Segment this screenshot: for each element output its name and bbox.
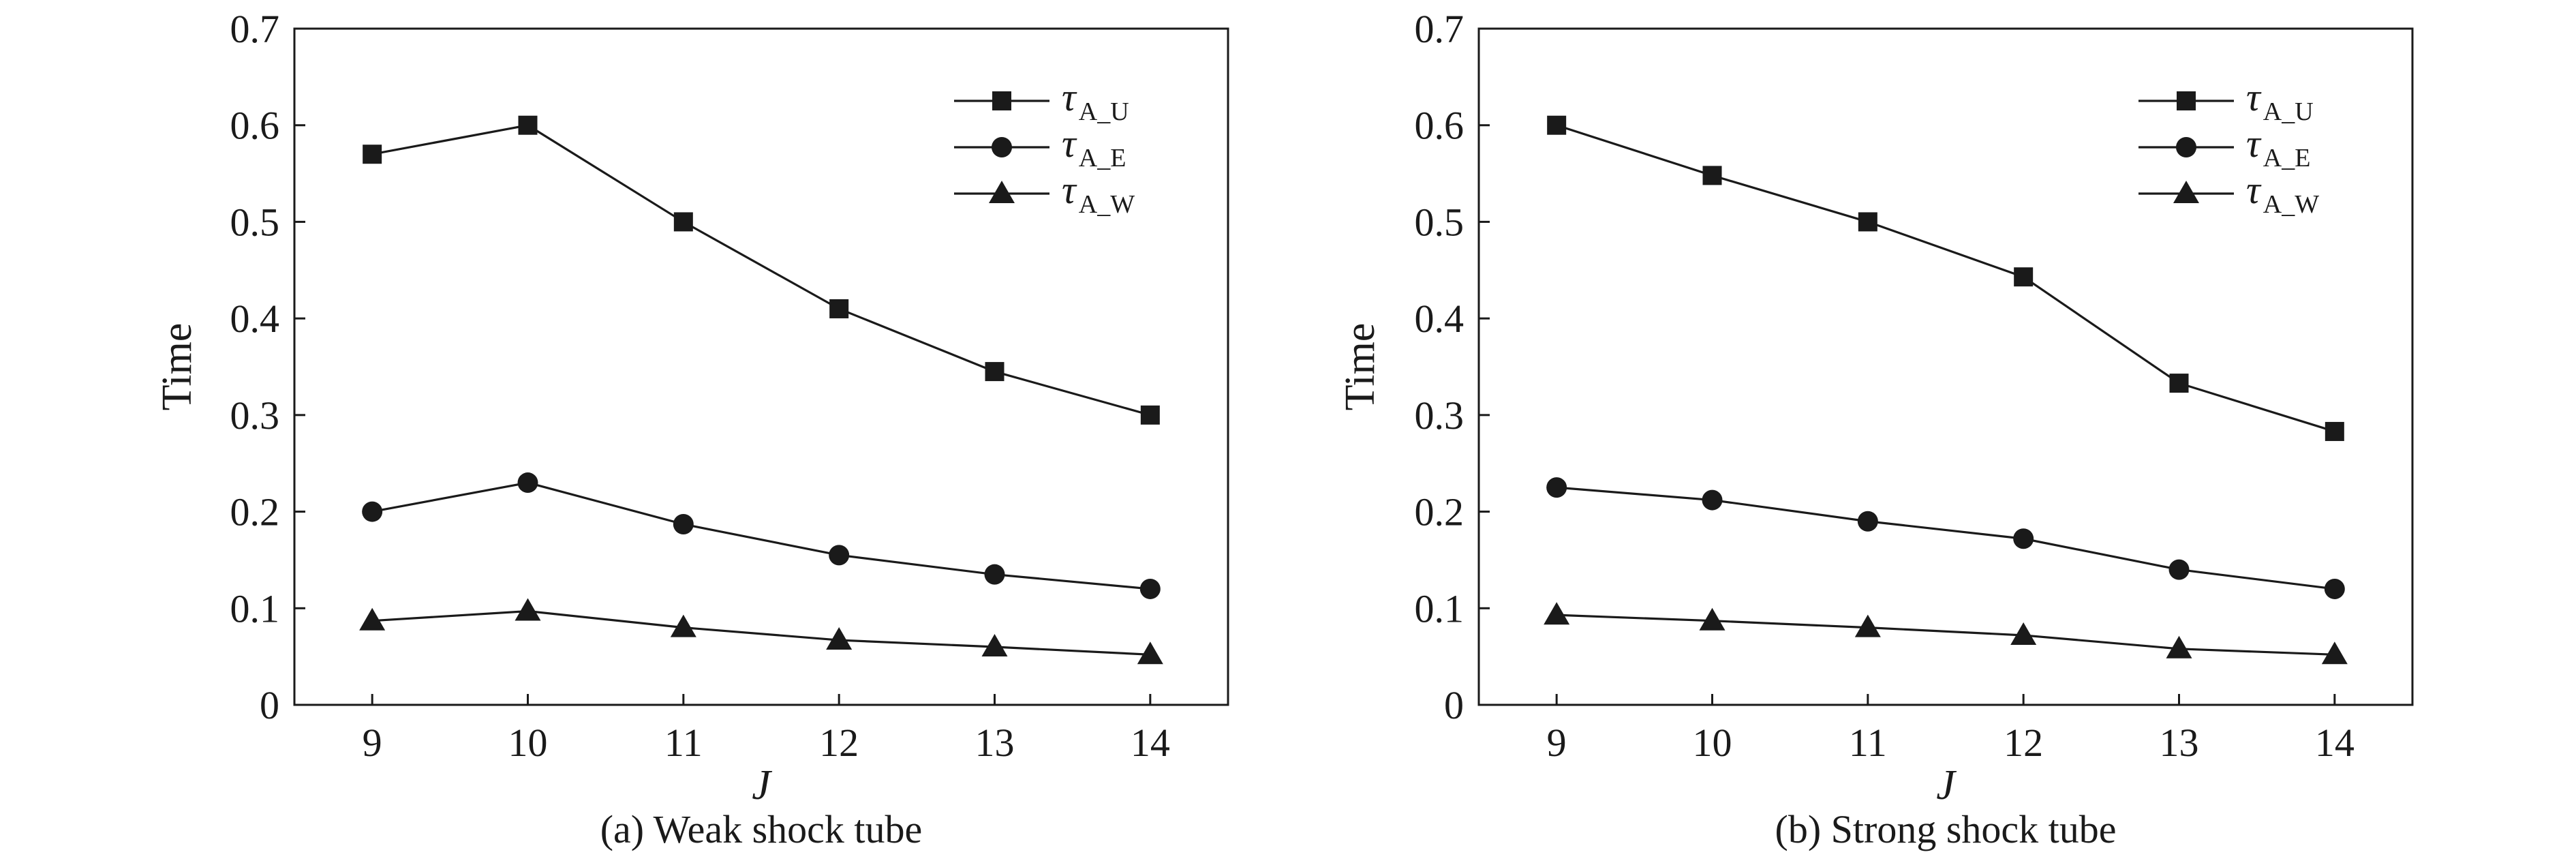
data-point-square — [829, 299, 849, 318]
data-point-triangle — [1854, 614, 1881, 637]
legend-marker-square — [2177, 91, 2196, 110]
data-point-triangle — [2321, 641, 2348, 665]
y-axis-label: Time — [1337, 323, 1383, 411]
data-point-square — [1702, 166, 1722, 185]
y-tick-label: 0.1 — [1415, 586, 1465, 631]
data-point-triangle — [2166, 635, 2192, 658]
data-point-triangle — [981, 633, 1008, 656]
x-tick-label: 13 — [975, 721, 1015, 765]
data-point-triangle — [1137, 641, 1163, 665]
data-point-circle — [1139, 578, 1161, 599]
data-point-triangle — [515, 598, 541, 621]
series-line — [1557, 486, 2335, 590]
data-point-triangle — [2010, 622, 2037, 645]
data-point-circle — [1857, 511, 1878, 532]
y-tick-label: 0.6 — [230, 104, 280, 148]
panel-caption: (a) Weak shock tube — [600, 807, 923, 851]
data-point-triangle — [826, 627, 853, 650]
data-point-triangle — [670, 614, 696, 637]
series-line — [371, 124, 1151, 417]
x-tick-label: 11 — [1849, 721, 1887, 765]
x-axis-label: J — [752, 762, 772, 808]
x-axis-label: J — [1936, 762, 1957, 808]
x-tick-label: 9 — [1547, 721, 1567, 765]
legend-marker-square — [992, 91, 1011, 110]
legend-label: τ A_U — [2246, 75, 2314, 126]
plot-frame — [1477, 27, 2414, 706]
data-point-square — [518, 115, 538, 135]
x-tick-label: 14 — [1131, 721, 1170, 765]
y-tick-label: 0.3 — [1415, 393, 1465, 438]
data-point-circle — [1546, 477, 1567, 498]
y-tick-label: 0.7 — [230, 7, 280, 51]
data-point-triangle — [1544, 602, 1570, 625]
data-point-square — [2325, 421, 2344, 441]
legend-label: τ A_W — [2246, 168, 2319, 219]
x-tick-label: 12 — [819, 721, 859, 765]
data-point-circle — [829, 545, 850, 566]
y-tick-label: 0.4 — [230, 297, 280, 341]
y-tick-label: 0.6 — [1415, 104, 1465, 148]
legend-marker-circle — [2176, 137, 2196, 157]
data-point-circle — [2168, 559, 2190, 580]
data-point-circle — [1702, 489, 1723, 511]
x-tick-label: 14 — [2315, 721, 2355, 765]
series-line — [1557, 614, 2335, 656]
x-tick-label: 11 — [664, 721, 703, 765]
legend-label: τ A_W — [1062, 168, 1135, 219]
data-point-square — [2014, 267, 2034, 287]
data-point-square — [1858, 212, 1877, 232]
panel-strong-shock-tube: 0 0.1 0.2 0.3 0.4 0.5 0.6 0.7 9 10 11 12 13 14 J Time (b… — [1337, 7, 2414, 851]
data-point-circle — [2013, 528, 2034, 549]
y-tick-label: 0.5 — [230, 200, 280, 244]
series-line — [371, 481, 1150, 590]
panel-caption: (b) Strong shock tube — [1775, 807, 2117, 851]
y-tick-label: 0.7 — [1415, 7, 1465, 51]
data-point-square — [985, 362, 1005, 382]
legend-label: τ A_E — [2246, 121, 2310, 172]
panel-weak-shock-tube: 0 0.1 0.2 0.3 0.4 0.5 0.6 0.7 9 10 11 12 13 14 J Time (a… — [154, 7, 1229, 851]
legend-marker-triangle — [2173, 181, 2199, 203]
data-point-circle — [984, 564, 1005, 585]
series-line — [372, 609, 1150, 656]
y-tick-label: 0.4 — [1415, 297, 1465, 341]
y-tick-label: 0 — [1444, 683, 1464, 727]
data-point-triangle — [359, 607, 386, 631]
data-point-circle — [2324, 578, 2345, 599]
y-axis-label: Time — [154, 323, 200, 411]
x-tick-label: 12 — [2004, 721, 2043, 765]
data-point-square — [2169, 374, 2189, 393]
x-tick-label: 9 — [363, 721, 382, 765]
x-tick-label: 13 — [2160, 721, 2199, 765]
y-tick-label: 0.3 — [230, 393, 280, 438]
y-tick-label: 0.2 — [1415, 490, 1465, 534]
y-tick-label: 0.2 — [230, 490, 280, 534]
data-point-circle — [362, 501, 383, 522]
legend-label: τ A_E — [1062, 121, 1126, 172]
data-point-square — [1140, 405, 1160, 425]
data-point-square — [363, 145, 382, 164]
series-line — [1556, 124, 2335, 433]
y-tick-label: 0.1 — [230, 586, 280, 631]
data-point-square — [1547, 115, 1567, 135]
x-tick-label: 10 — [1693, 721, 1732, 765]
legend-marker-circle — [992, 137, 1012, 157]
data-point-triangle — [1699, 607, 1726, 631]
plot-frame — [293, 27, 1229, 706]
y-tick-label: 0.5 — [1415, 200, 1465, 244]
y-tick-label: 0 — [260, 683, 279, 727]
legend-label: τ A_U — [1062, 75, 1129, 126]
legend-marker-triangle — [989, 181, 1015, 203]
x-tick-label: 10 — [508, 721, 548, 765]
data-point-circle — [517, 472, 538, 494]
data-point-circle — [673, 513, 694, 534]
data-point-square — [673, 212, 693, 232]
